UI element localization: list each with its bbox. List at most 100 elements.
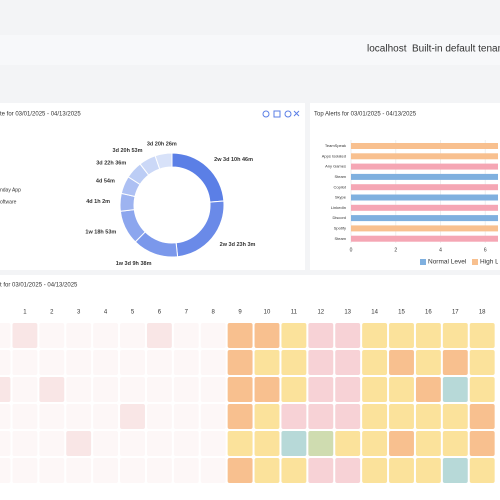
heat-cell[interactable] — [442, 404, 468, 429]
heat-cell[interactable] — [0, 431, 11, 456]
heat-cell[interactable] — [389, 323, 414, 348]
heat-cell[interactable] — [335, 323, 361, 348]
heat-cell[interactable] — [146, 377, 172, 402]
heat-cell[interactable] — [12, 404, 38, 429]
heat-cell[interactable] — [66, 431, 92, 456]
heat-cell[interactable] — [335, 404, 361, 429]
tenant[interactable]: Built-in default tenant — [412, 44, 500, 55]
heat-cell[interactable] — [415, 323, 441, 348]
heat-cell[interactable] — [120, 350, 145, 375]
heat-cell[interactable] — [200, 404, 226, 429]
heat-cell[interactable] — [66, 458, 92, 483]
heat-cell[interactable] — [469, 323, 495, 348]
heat-cell[interactable] — [362, 323, 388, 348]
heat-cell[interactable] — [335, 431, 361, 456]
heat-cell[interactable] — [66, 323, 92, 348]
heat-cell[interactable] — [281, 377, 307, 402]
heat-cell[interactable] — [308, 431, 334, 456]
heat-cell[interactable] — [200, 458, 226, 483]
heat-cell[interactable] — [93, 404, 119, 429]
heat-cell[interactable] — [93, 458, 119, 483]
bar[interactable] — [351, 163, 500, 170]
heat-cell[interactable] — [469, 431, 495, 456]
heat-cell[interactable] — [66, 377, 92, 402]
heat-cell[interactable] — [227, 350, 253, 375]
heat-cell[interactable] — [281, 458, 307, 483]
heat-cell[interactable] — [120, 377, 145, 402]
settings-icon[interactable] — [284, 110, 292, 118]
heat-cell[interactable] — [389, 377, 414, 402]
legend-label[interactable]: Normal Level — [428, 259, 467, 266]
heat-cell[interactable] — [173, 350, 199, 375]
heat-cell[interactable] — [200, 350, 226, 375]
heat-cell[interactable] — [227, 458, 253, 483]
heat-cell[interactable] — [39, 458, 65, 483]
heat-cell[interactable] — [0, 350, 11, 375]
heat-cell[interactable] — [335, 458, 361, 483]
heat-cell[interactable] — [227, 404, 253, 429]
heat-cell[interactable] — [469, 458, 495, 483]
bar[interactable] — [351, 215, 500, 222]
heat-cell[interactable] — [415, 377, 441, 402]
heat-cell[interactable] — [415, 350, 441, 375]
heat-cell[interactable] — [254, 323, 280, 348]
heat-cell[interactable] — [0, 377, 11, 402]
heat-cell[interactable] — [173, 458, 199, 483]
heat-cell[interactable] — [442, 323, 468, 348]
heat-cell[interactable] — [0, 404, 11, 429]
heat-cell[interactable] — [227, 377, 253, 402]
heat-cell[interactable] — [173, 431, 199, 456]
heat-cell[interactable] — [12, 377, 38, 402]
heat-cell[interactable] — [12, 431, 38, 456]
heat-cell[interactable] — [146, 350, 172, 375]
heat-cell[interactable] — [93, 323, 119, 348]
heat-cell[interactable] — [415, 431, 441, 456]
heat-cell[interactable] — [254, 431, 280, 456]
bar[interactable] — [351, 143, 500, 149]
heat-cell[interactable] — [335, 350, 361, 375]
heat-cell[interactable] — [469, 377, 495, 402]
heat-cell[interactable] — [362, 431, 388, 456]
copy-icon[interactable] — [273, 110, 281, 118]
heat-cell[interactable] — [66, 404, 92, 429]
heat-cell[interactable] — [442, 431, 468, 456]
heat-cell[interactable] — [469, 404, 495, 429]
close-icon[interactable] — [293, 110, 300, 117]
heat-cell[interactable] — [93, 377, 119, 402]
heat-cell[interactable] — [389, 431, 414, 456]
heat-cell[interactable] — [120, 404, 145, 429]
heat-cell[interactable] — [120, 458, 145, 483]
bar[interactable] — [351, 153, 500, 160]
heat-cell[interactable] — [146, 458, 172, 483]
heat-cell[interactable] — [389, 350, 414, 375]
heat-cell[interactable] — [39, 404, 65, 429]
heat-cell[interactable] — [281, 323, 307, 348]
heat-cell[interactable] — [254, 404, 280, 429]
bar[interactable] — [351, 235, 500, 242]
heat-cell[interactable] — [308, 350, 334, 375]
heat-cell[interactable] — [200, 431, 226, 456]
refresh-icon[interactable] — [262, 110, 270, 118]
heat-cell[interactable] — [39, 323, 65, 348]
bar[interactable] — [351, 194, 500, 201]
heat-cell[interactable] — [39, 431, 65, 456]
legend-label[interactable]: High Level — [480, 259, 500, 266]
heat-cell[interactable] — [39, 350, 65, 375]
heat-cell[interactable] — [0, 323, 11, 348]
heat-cell[interactable] — [362, 458, 388, 483]
heat-cell[interactable] — [308, 323, 334, 348]
heat-cell[interactable] — [146, 431, 172, 456]
heat-cell[interactable] — [66, 350, 92, 375]
heat-cell[interactable] — [442, 350, 468, 375]
heat-cell[interactable] — [389, 404, 414, 429]
heat-cell[interactable] — [200, 377, 226, 402]
heat-cell[interactable] — [0, 458, 11, 483]
heat-cell[interactable] — [362, 404, 388, 429]
heat-cell[interactable] — [362, 350, 388, 375]
heat-cell[interactable] — [415, 404, 441, 429]
heat-cell[interactable] — [93, 431, 119, 456]
heat-cell[interactable] — [173, 323, 199, 348]
heat-cell[interactable] — [308, 458, 334, 483]
heat-cell[interactable] — [227, 431, 253, 456]
heat-cell[interactable] — [442, 377, 468, 402]
